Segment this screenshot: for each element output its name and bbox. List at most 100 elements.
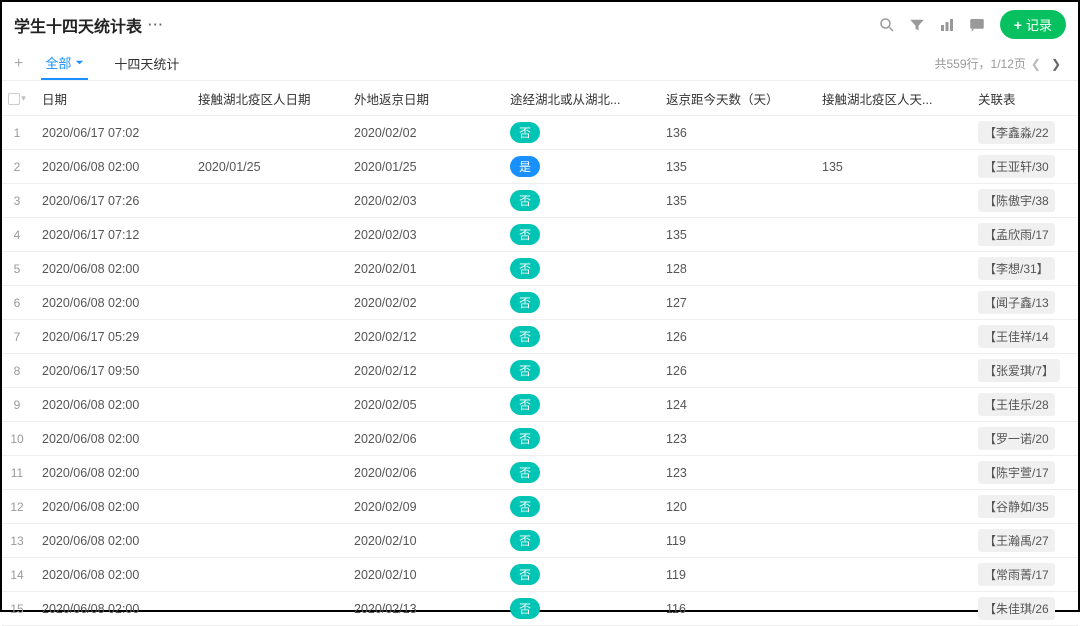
cell-return-date: 2020/02/03 — [344, 184, 500, 218]
cell-contact-days — [812, 320, 968, 354]
related-chip[interactable]: 【谷静如/35 — [978, 495, 1055, 518]
table-row[interactable]: 72020/06/17 05:292020/02/12否126【王佳祥/14 — [2, 320, 1078, 354]
cell-date: 2020/06/17 05:29 — [32, 320, 188, 354]
pager-next[interactable]: ❯ — [1051, 57, 1061, 71]
cell-contact-days — [812, 184, 968, 218]
more-icon[interactable]: ··· — [148, 17, 164, 32]
col-via-hubei[interactable]: 途经湖北或从湖北... — [500, 81, 656, 116]
cell-days: 126 — [656, 354, 812, 388]
cell-contact-days — [812, 558, 968, 592]
related-chip[interactable]: 【李想/31】 — [978, 257, 1055, 280]
cell-date: 2020/06/08 02:00 — [32, 150, 188, 184]
related-chip[interactable]: 【朱佳琪/26 — [978, 597, 1055, 620]
add-record-label: 记录 — [1026, 15, 1052, 34]
pager-prev[interactable]: ❮ — [1031, 57, 1041, 71]
col-contact-days[interactable]: 接触湖北疫区人天... — [812, 81, 968, 116]
table-row[interactable]: 102020/06/08 02:002020/02/06否123【罗一诺/20 — [2, 422, 1078, 456]
cell-date: 2020/06/17 07:26 — [32, 184, 188, 218]
related-chip[interactable]: 【王佳乐/28 — [978, 393, 1055, 416]
cell-days: 135 — [656, 184, 812, 218]
tab-all[interactable]: 全部 — [41, 47, 88, 80]
cell-return-date: 2020/02/13 — [344, 592, 500, 626]
table-row[interactable]: 112020/06/08 02:002020/02/06否123【陈宇萱/17 — [2, 456, 1078, 490]
table-row[interactable]: 52020/06/08 02:002020/02/01否128【李想/31】 — [2, 252, 1078, 286]
col-contact-date[interactable]: 接触湖北疫区人日期 — [188, 81, 344, 116]
cell-related: 【常雨菁/17 — [968, 558, 1078, 592]
filter-icon[interactable] — [908, 16, 926, 34]
cell-contact-date — [188, 116, 344, 150]
table-row[interactable]: 132020/06/08 02:002020/02/10否119【王瀚禹/27 — [2, 524, 1078, 558]
search-icon[interactable] — [878, 16, 896, 34]
row-index: 14 — [2, 558, 32, 592]
cell-contact-date — [188, 524, 344, 558]
related-chip[interactable]: 【陈宇萱/17 — [978, 461, 1055, 484]
cell-related: 【陈宇萱/17 — [968, 456, 1078, 490]
via-badge: 否 — [510, 122, 540, 143]
cell-contact-days: 135 — [812, 150, 968, 184]
cell-return-date: 2020/02/06 — [344, 422, 500, 456]
select-all-checkbox[interactable]: ▾ — [2, 81, 32, 116]
chart-icon[interactable] — [938, 16, 956, 34]
cell-via: 否 — [500, 116, 656, 150]
table-row[interactable]: 142020/06/08 02:002020/02/10否119【常雨菁/17 — [2, 558, 1078, 592]
related-chip[interactable]: 【王佳祥/14 — [978, 325, 1055, 348]
table-row[interactable]: 122020/06/08 02:002020/02/09否120【谷静如/35 — [2, 490, 1078, 524]
cell-contact-days — [812, 252, 968, 286]
table-row[interactable]: 152020/06/08 02:002020/02/13否116【朱佳琪/26 — [2, 592, 1078, 626]
cell-days: 135 — [656, 218, 812, 252]
related-chip[interactable]: 【王亚轩/30 — [978, 155, 1055, 178]
cell-contact-date — [188, 422, 344, 456]
add-record-button[interactable]: + 记录 — [1000, 10, 1066, 39]
via-badge: 是 — [510, 156, 540, 177]
tab-stat[interactable]: 十四天统计 — [110, 48, 183, 79]
related-chip[interactable]: 【闻子鑫/13 — [978, 291, 1055, 314]
cell-return-date: 2020/02/10 — [344, 558, 500, 592]
cell-date: 2020/06/08 02:00 — [32, 456, 188, 490]
table-row[interactable]: 82020/06/17 09:502020/02/12否126【张爱琪/7】 — [2, 354, 1078, 388]
col-related[interactable]: 关联表 — [968, 81, 1078, 116]
related-chip[interactable]: 【罗一诺/20 — [978, 427, 1055, 450]
data-table: ▾ 日期 接触湖北疫区人日期 外地返京日期 途经湖北或从湖北... 返京距今天数… — [2, 80, 1078, 626]
cell-contact-days — [812, 592, 968, 626]
add-view-icon[interactable]: + — [10, 53, 27, 75]
plus-icon: + — [1014, 17, 1022, 33]
comment-icon[interactable] — [968, 16, 986, 34]
table-row[interactable]: 62020/06/08 02:002020/02/02否127【闻子鑫/13 — [2, 286, 1078, 320]
tab-stat-label: 十四天统计 — [114, 54, 179, 73]
cell-days: 135 — [656, 150, 812, 184]
cell-return-date: 2020/02/06 — [344, 456, 500, 490]
cell-return-date: 2020/02/12 — [344, 320, 500, 354]
cell-related: 【李鑫淼/22 — [968, 116, 1078, 150]
col-days-since[interactable]: 返京距今天数（天） — [656, 81, 812, 116]
cell-days: 116 — [656, 592, 812, 626]
via-badge: 否 — [510, 394, 540, 415]
table-row[interactable]: 92020/06/08 02:002020/02/05否124【王佳乐/28 — [2, 388, 1078, 422]
row-index: 3 — [2, 184, 32, 218]
cell-via: 否 — [500, 490, 656, 524]
col-date[interactable]: 日期 — [32, 81, 188, 116]
table-row[interactable]: 42020/06/17 07:122020/02/03否135【孟欣雨/17 — [2, 218, 1078, 252]
cell-contact-days — [812, 218, 968, 252]
cell-contact-days — [812, 490, 968, 524]
table-row[interactable]: 22020/06/08 02:002020/01/252020/01/25是13… — [2, 150, 1078, 184]
related-chip[interactable]: 【张爱琪/7】 — [978, 359, 1060, 382]
table-row[interactable]: 32020/06/17 07:262020/02/03否135【陈傲宇/38 — [2, 184, 1078, 218]
cell-contact-date — [188, 320, 344, 354]
table-row[interactable]: 12020/06/17 07:022020/02/02否136【李鑫淼/22 — [2, 116, 1078, 150]
related-chip[interactable]: 【常雨菁/17 — [978, 563, 1055, 586]
related-chip[interactable]: 【陈傲宇/38 — [978, 189, 1055, 212]
cell-return-date: 2020/02/01 — [344, 252, 500, 286]
cell-days: 119 — [656, 558, 812, 592]
cell-contact-date — [188, 218, 344, 252]
row-index: 7 — [2, 320, 32, 354]
related-chip[interactable]: 【李鑫淼/22 — [978, 121, 1055, 144]
cell-date: 2020/06/17 09:50 — [32, 354, 188, 388]
related-chip[interactable]: 【孟欣雨/17 — [978, 223, 1055, 246]
col-return-date[interactable]: 外地返京日期 — [344, 81, 500, 116]
cell-related: 【闻子鑫/13 — [968, 286, 1078, 320]
cell-date: 2020/06/17 07:12 — [32, 218, 188, 252]
related-chip[interactable]: 【王瀚禹/27 — [978, 529, 1055, 552]
cell-return-date: 2020/02/03 — [344, 218, 500, 252]
row-index: 9 — [2, 388, 32, 422]
cell-related: 【孟欣雨/17 — [968, 218, 1078, 252]
